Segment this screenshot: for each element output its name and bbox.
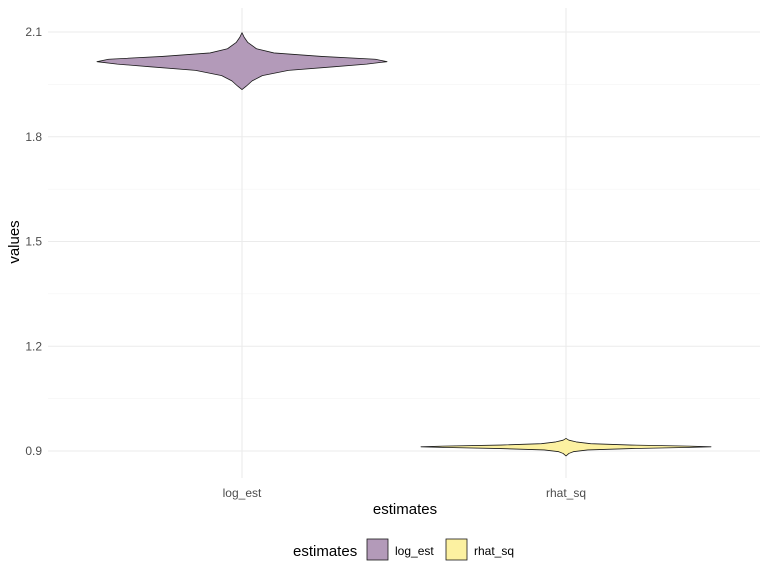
legend-swatch-rhat_sq	[445, 538, 468, 561]
y-tick-label: 0.9	[25, 444, 42, 458]
x-axis-title: estimates	[373, 501, 437, 518]
legend-swatch-log_est	[366, 538, 389, 561]
violin-layer	[96, 32, 712, 457]
x-tick-label: log_est	[223, 486, 262, 500]
legend-label-rhat_sq: rhat_sq	[474, 544, 514, 558]
grid-layer	[48, 8, 760, 478]
y-axis-title: values	[6, 220, 23, 263]
violin-log_est	[96, 32, 388, 91]
legend-title: estimates	[293, 543, 357, 560]
x-tick-label: rhat_sq	[546, 486, 586, 500]
legend: estimates log_est rhat_sq	[293, 538, 514, 561]
y-tick-label: 1.2	[25, 339, 42, 353]
x-axis-ticks: log_est rhat_sq	[223, 486, 586, 500]
y-tick-label: 1.8	[25, 130, 42, 144]
legend-items: log_est rhat_sq	[366, 538, 514, 561]
y-tick-label: 2.1	[25, 25, 42, 39]
y-tick-label: 1.5	[25, 235, 42, 249]
violin-rhat_sq	[420, 438, 712, 457]
legend-label-log_est: log_est	[395, 544, 434, 558]
y-axis-ticks: 0.9 1.2 1.5 1.8 2.1	[25, 25, 42, 458]
